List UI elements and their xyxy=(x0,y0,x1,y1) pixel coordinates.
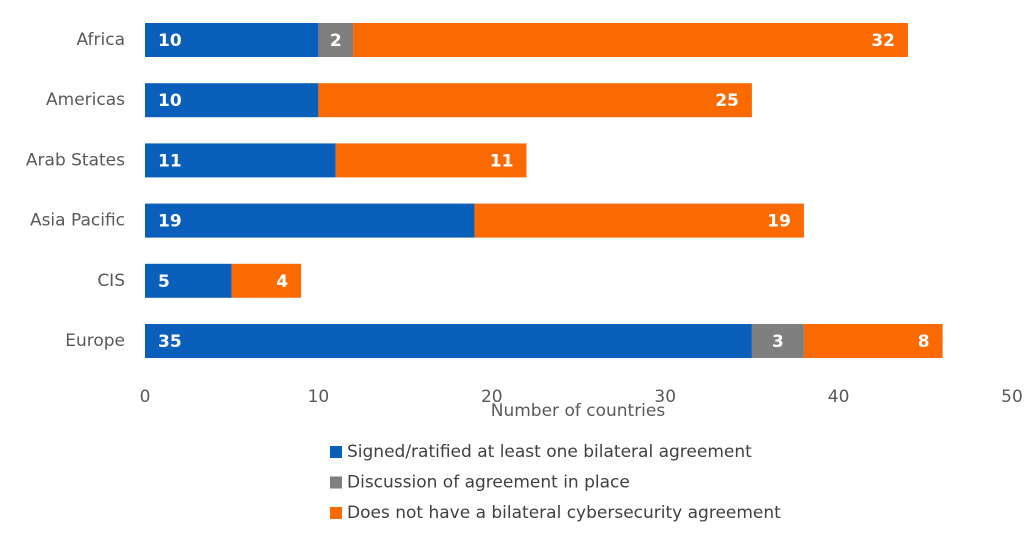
bar-segment xyxy=(145,83,319,118)
bar-segment xyxy=(145,324,752,358)
bar-segment xyxy=(231,263,302,298)
bar-segment xyxy=(145,263,232,298)
y-tick-label: Arab States xyxy=(26,150,125,170)
bar-segment xyxy=(751,324,804,358)
bar-segment xyxy=(335,143,527,178)
bar-segment xyxy=(474,203,804,238)
bar-segment xyxy=(353,23,908,57)
legend-swatch xyxy=(330,507,342,519)
data-label: 11 xyxy=(158,151,182,171)
data-label: 4 xyxy=(276,272,288,292)
bar-segment xyxy=(145,23,319,57)
data-label: 8 xyxy=(918,332,930,352)
data-label: 25 xyxy=(715,91,739,111)
y-tick-label: Europe xyxy=(65,331,125,351)
data-label: 32 xyxy=(871,31,895,51)
y-tick-label: CIS xyxy=(97,271,125,291)
x-axis-title: Number of countries xyxy=(491,401,666,421)
x-tick-label: 40 xyxy=(828,387,850,407)
data-label: 2 xyxy=(330,31,342,51)
data-label: 11 xyxy=(490,151,514,171)
y-tick-label: Americas xyxy=(46,90,125,110)
x-tick-label: 50 xyxy=(1001,387,1023,407)
bar-segment xyxy=(318,23,354,57)
data-label: 19 xyxy=(767,212,791,232)
y-tick-label: Africa xyxy=(77,30,126,50)
bar-segment xyxy=(803,324,943,358)
data-label: 10 xyxy=(158,91,182,111)
bar-segment xyxy=(145,203,475,238)
bar-segment xyxy=(145,143,336,178)
legend-swatch xyxy=(330,446,342,458)
data-label: 5 xyxy=(158,272,170,292)
legend-swatch xyxy=(330,476,342,489)
x-tick-label: 30 xyxy=(654,387,676,407)
legend-label: Signed/ratified at least one bilateral a… xyxy=(347,442,752,462)
data-label: 10 xyxy=(158,31,182,51)
x-tick-label: 10 xyxy=(308,387,330,407)
legend-label: Does not have a bilateral cybersecurity … xyxy=(347,503,781,523)
y-tick-label: Asia Pacific xyxy=(30,211,125,231)
legend-label: Discussion of agreement in place xyxy=(347,473,630,493)
data-label: 35 xyxy=(158,332,182,352)
bar-segment xyxy=(318,83,752,118)
data-label: 3 xyxy=(772,332,784,352)
data-label: 19 xyxy=(158,212,182,232)
x-tick-label: 20 xyxy=(481,387,503,407)
x-tick-label: 0 xyxy=(140,387,151,407)
